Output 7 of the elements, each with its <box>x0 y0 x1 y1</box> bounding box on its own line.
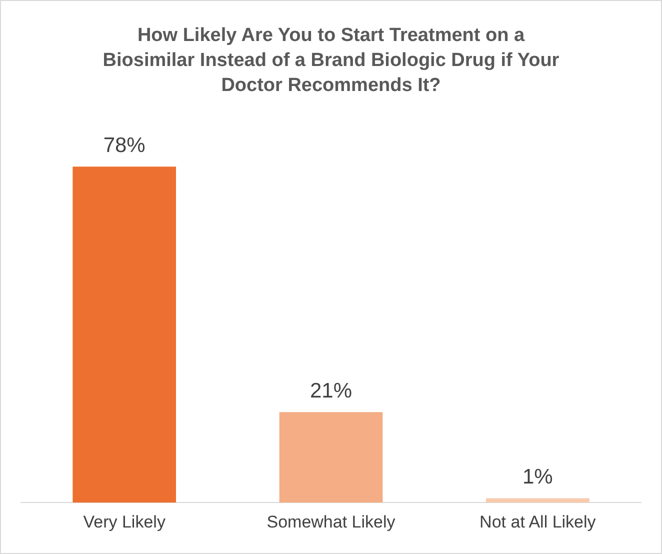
data-label: 78% <box>103 134 146 157</box>
data-label: 21% <box>310 379 352 402</box>
x-tick-label: Not at All Likely <box>480 512 596 532</box>
x-tick-label: Very Likely <box>83 512 166 532</box>
chart-title: How Likely Are You to Start Treatment on a Biosimilar Instead of a Brand Biologic Drug if Your Doctor Recommends It? <box>102 24 560 98</box>
data-label: 1% <box>522 466 553 489</box>
x-tick-label: Somewhat Likely <box>266 512 396 532</box>
